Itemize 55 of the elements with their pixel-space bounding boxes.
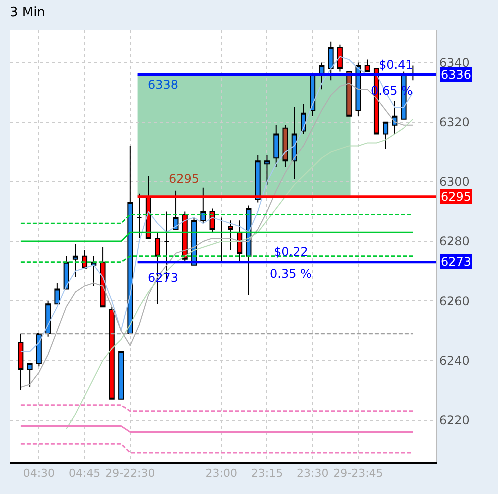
chart-title: 3 Min bbox=[10, 6, 46, 21]
annotation: $0.41 bbox=[379, 58, 414, 72]
candlestick bbox=[36, 333, 42, 368]
candlestick bbox=[100, 246, 106, 308]
x-tick-label: 29-23:45 bbox=[334, 467, 384, 480]
y-tick-label: 6340 bbox=[439, 56, 470, 70]
ref-line-label: 6273 bbox=[441, 255, 472, 269]
candlestick bbox=[237, 220, 243, 263]
annotation: $0.22 bbox=[274, 245, 308, 259]
candlestick bbox=[383, 122, 389, 150]
candlestick bbox=[337, 44, 343, 72]
candlestick bbox=[109, 306, 115, 400]
x-tick-label: 04:30 bbox=[23, 467, 56, 480]
line-series bbox=[20, 56, 414, 352]
candlestick bbox=[292, 106, 298, 180]
annotation: 0.35 % bbox=[270, 267, 312, 281]
candlestick bbox=[46, 300, 52, 338]
candlestick bbox=[255, 154, 261, 204]
candlestick bbox=[118, 351, 124, 400]
candlestick bbox=[310, 74, 316, 117]
candlestick bbox=[346, 71, 352, 117]
candlestick bbox=[72, 244, 78, 278]
annotation: 6295 bbox=[169, 172, 200, 186]
candlestick bbox=[136, 193, 142, 240]
candlestick bbox=[264, 154, 270, 186]
y-tick-label: 6220 bbox=[439, 413, 470, 428]
x-tick-label: 23:30 bbox=[297, 467, 329, 480]
y-tick-label: 6260 bbox=[439, 294, 470, 308]
candlestick bbox=[364, 59, 370, 72]
candlestick bbox=[228, 220, 234, 251]
y-tick-label: 6300 bbox=[439, 175, 470, 190]
candlestick bbox=[200, 187, 206, 224]
x-tick-label: 23:15 bbox=[251, 467, 284, 480]
candlestick bbox=[319, 62, 325, 90]
y-tick-label: 6240 bbox=[439, 354, 470, 368]
ref-line-label: 6336 bbox=[441, 68, 472, 82]
candlestick bbox=[392, 101, 398, 135]
x-tick-label: 23:00 bbox=[206, 467, 238, 480]
candlestick bbox=[274, 124, 280, 168]
candlestick bbox=[328, 41, 334, 82]
ref-line-label: 6295 bbox=[441, 190, 472, 204]
y-tick-label: 6280 bbox=[439, 234, 470, 249]
candlestick bbox=[64, 256, 70, 290]
x-tick-label: 29-22:30 bbox=[106, 467, 156, 480]
candlestick bbox=[91, 256, 97, 287]
candlestick bbox=[356, 62, 362, 117]
annotation: 6273 bbox=[148, 271, 179, 285]
annotation: 6338 bbox=[148, 78, 179, 92]
candlestick bbox=[18, 333, 24, 391]
y-tick-label: 6320 bbox=[439, 116, 470, 130]
candlestick bbox=[173, 190, 179, 230]
line-series bbox=[66, 118, 414, 430]
candlestick bbox=[27, 363, 33, 388]
candlestick bbox=[54, 282, 60, 305]
x-tick-label: 04:45 bbox=[68, 467, 101, 480]
